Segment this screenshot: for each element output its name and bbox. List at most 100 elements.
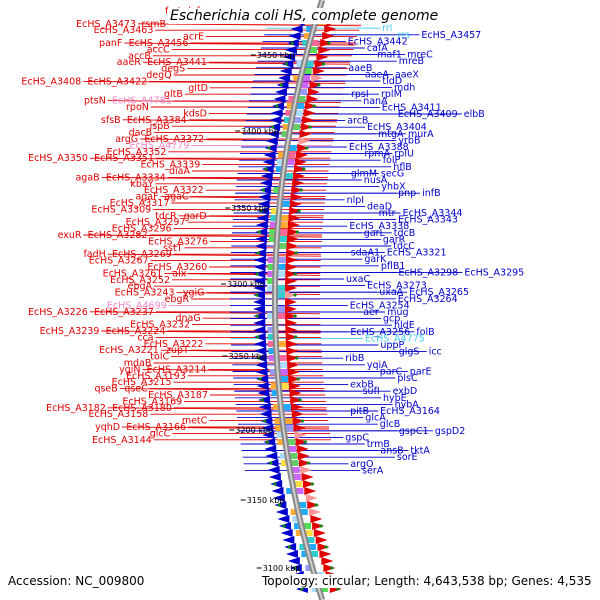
orf-marker: [295, 356, 299, 360]
reverse-gene-arrow: [259, 186, 272, 194]
feature-box: [281, 425, 294, 431]
forward-gene-arrow: [287, 221, 300, 229]
gene-connector-left: [107, 253, 322, 257]
gene-label-right: ansB: [380, 446, 403, 457]
gene-label-right: deaD: [367, 201, 392, 212]
gene-label-right: glmM: [351, 168, 377, 179]
reverse-gene-arrow: [253, 340, 266, 348]
feature-box: [267, 313, 278, 319]
gene-label-left: EcHS_A3296: [112, 224, 172, 235]
reverse-gene-arrow: [265, 137, 278, 145]
gene-label-left: EcHS_A3282: [88, 230, 148, 241]
gene-label-left: EcHS_A3297: [126, 217, 186, 228]
gene-label-left: EcHS_A3408: [21, 76, 81, 87]
gene-label-left: gltD: [188, 83, 208, 94]
reverse-gene-arrow: [266, 130, 279, 138]
orf-marker: [336, 587, 340, 591]
reverse-gene-arrow: [264, 445, 277, 453]
orf-marker: [264, 167, 268, 171]
reverse-gene-arrow: [260, 172, 273, 180]
reverse-gene-arrow: [253, 270, 266, 278]
gene-label-left: dacB: [129, 128, 153, 139]
gene-label-left: qseC: [124, 384, 148, 395]
gene-label-right: yrbB: [398, 135, 420, 146]
forward-gene-arrow: [286, 340, 299, 348]
gene-label-left: EcHS_A3166: [126, 422, 186, 433]
forward-gene-arrow: [319, 550, 332, 558]
gene-label-left: ebgR: [165, 294, 190, 305]
gene-label-right: EcHS_A3388: [349, 142, 409, 153]
forward-gene-arrow: [285, 291, 298, 299]
forward-gene-arrow: [286, 242, 299, 250]
gene-label-right: nlpI: [347, 195, 365, 206]
gene-label-left: EcHS_A3252: [110, 275, 170, 286]
orf-marker: [257, 230, 261, 234]
orf-marker: [277, 503, 281, 507]
forward-gene-arrow: [297, 452, 310, 460]
gene-label-right: EcHS_A3343: [398, 215, 458, 226]
feature-box: [282, 159, 295, 165]
gene-label-right: hflB: [393, 162, 412, 173]
reverse-gene-arrow: [255, 221, 268, 229]
gene-label-right: mtr: [379, 208, 396, 219]
feature-box: [300, 530, 313, 536]
forward-gene-arrow: [322, 32, 335, 40]
orf-marker: [255, 272, 259, 276]
gene-label-right: aer: [363, 307, 379, 318]
gene-label-right: EcHS_A3442: [348, 36, 408, 47]
forward-gene-arrow: [285, 256, 298, 264]
gene-label-left: EcHS_A3463: [94, 25, 154, 36]
reverse-gene-arrow: [253, 298, 266, 306]
reverse-gene-arrow: [275, 508, 288, 516]
forward-gene-arrow: [294, 165, 307, 173]
gene-label-left: garD: [184, 211, 207, 222]
orf-marker: [279, 83, 284, 87]
feature-box: [276, 376, 289, 382]
reverse-gene-arrow: [254, 249, 267, 257]
gene-label-left: tdcR: [155, 211, 177, 222]
gene-label-right: exbD: [393, 386, 418, 397]
forward-gene-arrow: [303, 109, 316, 117]
forward-gene-arrow: [291, 403, 304, 411]
forward-gene-arrow: [316, 53, 329, 61]
gene-label-left: agaC: [164, 192, 189, 203]
feature-box: [304, 544, 317, 550]
forward-gene-arrow: [305, 494, 318, 502]
gene-label-right: gspD2: [435, 426, 465, 437]
feature-box: [296, 82, 309, 88]
gene-label-right: gcp: [383, 314, 400, 325]
gene-label-right: EcHS_A3264: [398, 294, 458, 305]
feature-box: [304, 47, 317, 53]
forward-gene-arrow: [285, 263, 298, 271]
forward-gene-arrow: [314, 60, 327, 68]
gene-label-right: EcHS_A3256: [350, 327, 410, 338]
gene-label-right: mdh: [394, 83, 415, 94]
forward-gene-arrow: [289, 389, 302, 397]
feature-box: [295, 89, 307, 95]
reverse-gene-arrow: [255, 361, 268, 369]
forward-gene-arrow: [287, 228, 300, 236]
gene-label-left: gltB: [164, 89, 183, 100]
feature-box: [286, 460, 299, 466]
orf-marker: [306, 461, 310, 465]
position-label: 3250 kbp: [229, 352, 267, 361]
forward-gene-arrow: [318, 46, 331, 54]
forward-gene-arrow: [293, 424, 306, 432]
feature-box: [267, 285, 278, 291]
gene-label-right: glcA: [365, 413, 386, 424]
map-title: Escherichia coli HS, complete genome: [168, 8, 441, 24]
position-label: 3200 kbp: [235, 426, 273, 435]
reverse-gene-arrow: [253, 333, 266, 341]
forward-gene-arrow: [304, 487, 317, 495]
orf-marker: [300, 587, 304, 591]
gene-label-right: rplM: [381, 89, 402, 100]
forward-gene-arrow: [286, 249, 299, 257]
orf-marker: [261, 188, 265, 192]
position-label: 3450 kbp: [257, 51, 295, 60]
orf-marker: [294, 251, 298, 255]
feature-box: [275, 229, 288, 235]
gene-label-left: degQ: [146, 70, 171, 81]
gene-label-right: maf1: [377, 50, 401, 61]
feature-box: [278, 404, 291, 410]
